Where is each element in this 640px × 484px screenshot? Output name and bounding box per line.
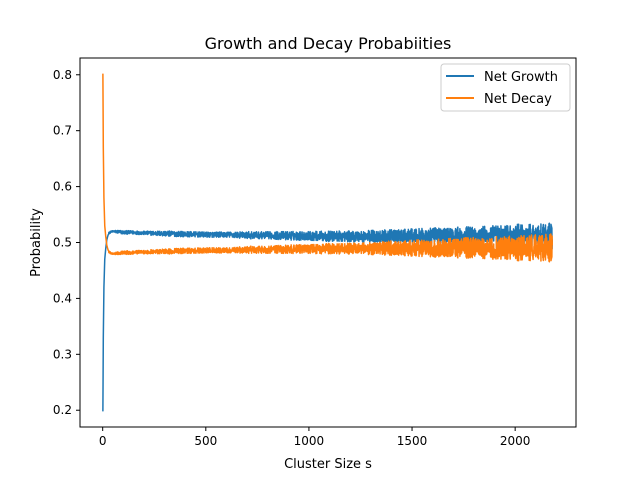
series-lines: [102, 73, 554, 412]
x-tick-label: 0: [99, 434, 107, 448]
x-tick-label: 2000: [500, 434, 531, 448]
y-tick-label: 0.2: [53, 403, 72, 417]
y-tick-label: 0.3: [53, 347, 72, 361]
legend-label-net-growth: Net Growth: [484, 70, 558, 85]
x-tick-label: 500: [194, 434, 217, 448]
y-tick-label: 0.8: [53, 68, 72, 82]
series-line-net-decay: [102, 73, 554, 263]
chart-title: Growth and Decay Probabiities: [205, 34, 452, 53]
y-axis: 0.2 0.3 0.4 0.5 0.6 0.7 0.8: [53, 68, 80, 417]
y-tick-label: 0.7: [53, 124, 72, 138]
y-tick-label: 0.4: [53, 291, 72, 305]
y-axis-label: Probability: [29, 208, 44, 277]
x-tick-label: 1000: [294, 434, 325, 448]
x-tick-label: 1500: [397, 434, 428, 448]
y-tick-label: 0.6: [53, 180, 72, 194]
x-axis-label: Cluster Size s: [284, 457, 372, 472]
x-axis: 0 500 1000 1500 2000: [99, 427, 531, 448]
legend: Net Growth Net Decay: [440, 63, 571, 112]
y-tick-label: 0.5: [53, 236, 72, 250]
legend-label-net-decay: Net Decay: [484, 92, 552, 107]
